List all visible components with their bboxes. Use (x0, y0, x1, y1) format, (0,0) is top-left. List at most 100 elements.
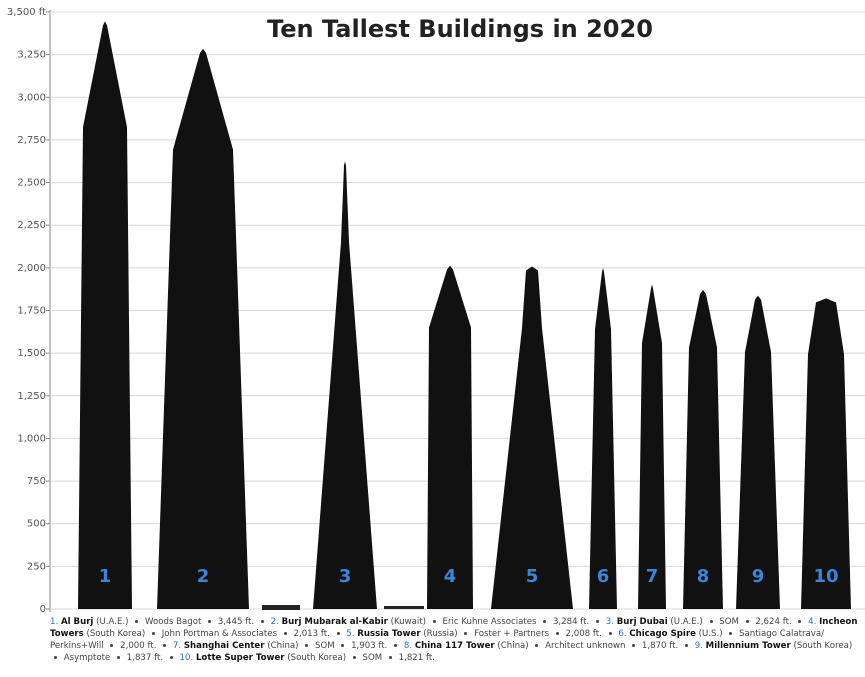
height-label: 2,624 ft. (755, 617, 792, 627)
y-tick-label: 2,750 (17, 135, 46, 146)
dot (341, 644, 345, 647)
dot (555, 632, 559, 635)
num: 5. (346, 629, 355, 639)
dot (283, 632, 287, 635)
num: 7. (172, 641, 182, 651)
building (683, 290, 723, 609)
y-tick-label: 3,500 ft (7, 7, 46, 18)
y-tick-label: 1,500 (17, 348, 46, 359)
y-tick-label: 3,250 (17, 50, 46, 61)
architect: Architect unknown (545, 641, 626, 651)
dot (596, 620, 600, 623)
architect: SOM (314, 641, 335, 651)
architect: Eric Kuhne Associates (442, 617, 537, 627)
height-label: 2,000 ft. (120, 641, 157, 651)
country: (China) (267, 641, 299, 651)
dot (336, 632, 340, 635)
dot (388, 656, 392, 659)
dot (432, 620, 436, 623)
y-tick-label: 750 (27, 476, 46, 487)
country: (China) (497, 641, 529, 651)
num: 6. (618, 629, 627, 639)
dot (632, 644, 636, 647)
y-tick-label: 2,250 (17, 220, 46, 231)
dot (152, 632, 155, 635)
height-label: 2,008 ft. (565, 629, 602, 639)
height-label: 1,903 ft. (351, 641, 388, 651)
country: (Kuwait) (390, 617, 427, 627)
dot (110, 644, 114, 647)
num: 9. (694, 641, 703, 651)
building-name: Burj Dubai (616, 617, 668, 627)
country: (U.A.E.) (670, 617, 703, 627)
building (736, 295, 780, 609)
height-label: 1,821 ft. (398, 653, 435, 663)
building-name: Lotte Super Tower (195, 653, 285, 663)
dot (745, 620, 749, 623)
building (638, 284, 666, 609)
chart-title: Ten Tallest Buildings in 2020 (267, 15, 653, 43)
y-tick-label: 1,250 (17, 391, 46, 402)
dot (163, 644, 167, 647)
dot (208, 620, 212, 623)
y-tick-label: 2,500 (17, 178, 46, 189)
building (313, 161, 377, 609)
dot (684, 644, 688, 647)
building-number: 4 (444, 566, 457, 587)
y-tick-label: 1,750 (17, 306, 46, 317)
country: (South Korea) (793, 641, 853, 651)
country: (U.A.E.) (96, 617, 129, 627)
building-number: 10 (813, 566, 838, 587)
num: 3. (605, 617, 614, 627)
building-number: 5 (526, 566, 539, 587)
num: 4. (808, 617, 817, 627)
dot (352, 656, 356, 659)
height-label: 2,013 ft. (293, 629, 330, 639)
building-name: Russia Tower (357, 629, 421, 639)
building-number: 1 (99, 566, 112, 587)
building-number: 2 (197, 566, 210, 587)
dot (535, 644, 539, 647)
height-label: 3,445 ft. (217, 617, 255, 627)
dot (54, 656, 57, 659)
num: 1. (50, 617, 59, 627)
building (589, 267, 617, 609)
architect: Woods Bagot (144, 617, 202, 627)
dot (798, 620, 802, 623)
num: 2. (270, 617, 279, 627)
dot (543, 620, 547, 623)
dot (394, 644, 398, 647)
y-tick-label: 250 (27, 561, 46, 572)
y-tick-label: 0 (40, 604, 46, 612)
caption: 1. Al Burj (U.A.E.) Woods Bagot 3,445 ft… (50, 616, 862, 664)
building (801, 298, 851, 609)
dot (305, 644, 309, 647)
architect: SOM (362, 653, 383, 663)
y-tick-label: 500 (27, 519, 46, 530)
architect: Foster + Partners (474, 629, 550, 639)
y-tick-label: 2,000 (17, 263, 46, 274)
base-block (262, 605, 300, 610)
dot (608, 632, 612, 635)
building-number: 7 (646, 566, 659, 587)
building-number: 6 (597, 566, 610, 587)
building (491, 266, 573, 609)
dot (729, 632, 733, 635)
country: (U.S.) (698, 629, 723, 639)
height-label: 1,870 ft. (641, 641, 679, 651)
building-name: Al Burj (60, 617, 94, 627)
country: (Russia) (423, 629, 458, 639)
y-tick-label: 3,000 (17, 92, 46, 103)
building-name: Burj Mubarak al-Kabir (281, 617, 388, 627)
architect: Santiago Calatrava/ Perkins+Will (50, 629, 825, 651)
dot (709, 620, 713, 623)
height-label: 1,837 ft. (126, 653, 164, 663)
country: (South Korea) (287, 653, 347, 663)
building-name: China 117 Tower (414, 641, 495, 651)
num: 8. (403, 641, 413, 651)
base-block (384, 606, 424, 609)
num: 10. (179, 653, 194, 663)
building-number: 3 (339, 566, 352, 587)
architect: John Portman & Associates (161, 629, 278, 639)
